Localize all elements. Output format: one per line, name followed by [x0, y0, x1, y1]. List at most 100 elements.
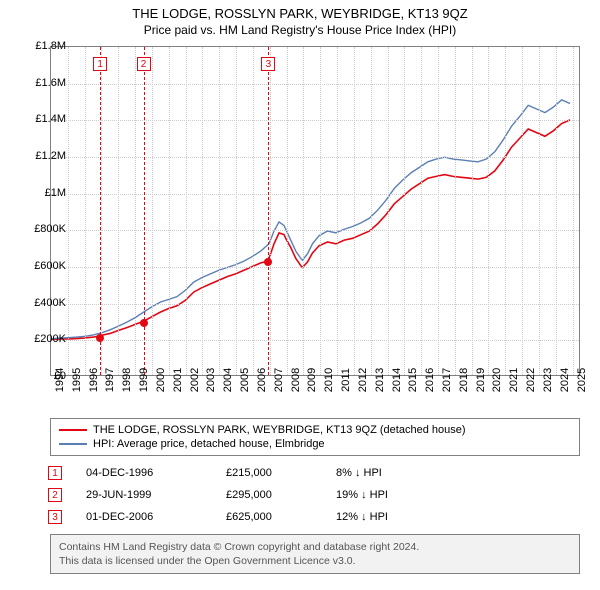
chart-lines-svg: [51, 47, 579, 375]
sale-marker-line: [100, 47, 101, 375]
gridline-v: [337, 47, 338, 375]
gridline-v: [186, 47, 187, 375]
x-tick-label: 2011: [340, 368, 352, 392]
footer-note: Contains HM Land Registry data © Crown c…: [50, 534, 580, 574]
x-tick-label: 2001: [172, 368, 184, 392]
legend-swatch: [59, 429, 87, 431]
gridline-v: [371, 47, 372, 375]
gridline-v: [320, 47, 321, 375]
x-tick-label: 1999: [138, 368, 150, 392]
legend-swatch: [59, 443, 87, 445]
x-tick-label: 2018: [458, 368, 470, 392]
gridline-v: [270, 47, 271, 375]
x-tick-label: 2022: [525, 368, 537, 392]
y-tick-label: £800K: [34, 223, 66, 235]
gridline-h: [51, 340, 579, 341]
y-tick-label: £600K: [34, 260, 66, 272]
y-tick-label: £1.2M: [35, 150, 66, 162]
chart-subtitle: Price paid vs. HM Land Registry's House …: [0, 21, 600, 41]
gridline-h: [51, 194, 579, 195]
gridline-v: [388, 47, 389, 375]
y-tick-label: £400K: [34, 297, 66, 309]
gridline-v: [421, 47, 422, 375]
gridline-v: [522, 47, 523, 375]
gridline-v: [219, 47, 220, 375]
gridline-v: [455, 47, 456, 375]
gridline-h: [51, 120, 579, 121]
y-tick-label: £1.8M: [35, 40, 66, 52]
x-tick-label: 2014: [391, 368, 403, 392]
sale-marker-box: 2: [137, 57, 151, 71]
legend-item: HPI: Average price, detached house, Elmb…: [59, 437, 571, 451]
gridline-v: [236, 47, 237, 375]
sale-marker-line: [268, 47, 269, 375]
chart-title: THE LODGE, ROSSLYN PARK, WEYBRIDGE, KT13…: [0, 0, 600, 21]
footer-line-2: This data is licensed under the Open Gov…: [59, 554, 571, 568]
sale-date: 29-JUN-1999: [86, 489, 226, 501]
sale-diff: 8% ↓ HPI: [336, 467, 456, 479]
x-tick-label: 2017: [441, 368, 453, 392]
sale-row: 1 04-DEC-1996£215,0008% ↓ HPI: [48, 462, 456, 484]
gridline-v: [68, 47, 69, 375]
x-tick-label: 1995: [71, 368, 83, 392]
plot-area: 1 2 3: [50, 46, 580, 376]
y-tick-label: £1.4M: [35, 113, 66, 125]
gridline-v: [202, 47, 203, 375]
x-tick-label: 2003: [205, 368, 217, 392]
gridline-h: [51, 304, 579, 305]
x-tick-label: 2008: [290, 368, 302, 392]
gridline-v: [404, 47, 405, 375]
y-tick-label: £1.6M: [35, 77, 66, 89]
gridline-h: [51, 84, 579, 85]
gridline-v: [505, 47, 506, 375]
sale-row: 229-JUN-1999£295,00019% ↓ HPI: [48, 484, 456, 506]
legend-item: THE LODGE, ROSSLYN PARK, WEYBRIDGE, KT13…: [59, 423, 571, 437]
x-tick-label: 2025: [576, 368, 588, 392]
legend: THE LODGE, ROSSLYN PARK, WEYBRIDGE, KT13…: [50, 418, 580, 456]
x-tick-label: 2013: [374, 368, 386, 392]
x-tick-label: 1997: [104, 368, 116, 392]
footer-line-1: Contains HM Land Registry data © Crown c…: [59, 540, 571, 554]
x-tick-label: 1996: [88, 368, 100, 392]
gridline-v: [253, 47, 254, 375]
sale-row: 301-DEC-2006£625,00012% ↓ HPI: [48, 506, 456, 528]
sale-price: £295,000: [226, 489, 336, 501]
sale-diff: 19% ↓ HPI: [336, 489, 456, 501]
x-tick-label: 2000: [155, 368, 167, 392]
gridline-h: [51, 230, 579, 231]
x-tick-label: 2015: [407, 368, 419, 392]
x-tick-label: 2006: [256, 368, 268, 392]
x-tick-label: 2016: [424, 368, 436, 392]
gridline-h: [51, 267, 579, 268]
x-tick-label: 1994: [54, 368, 66, 392]
gridline-v: [101, 47, 102, 375]
y-tick-label: £200K: [34, 333, 66, 345]
x-tick-label: 2009: [306, 368, 318, 392]
x-tick-label: 1998: [121, 368, 133, 392]
x-tick-label: 2019: [475, 368, 487, 392]
sale-marker-box: 1: [93, 57, 107, 71]
sale-date: 04-DEC-1996: [86, 467, 226, 479]
x-tick-label: 2004: [222, 368, 234, 392]
sale-marker-box: 3: [261, 57, 275, 71]
gridline-v: [573, 47, 574, 375]
gridline-v: [85, 47, 86, 375]
sale-date: 01-DEC-2006: [86, 511, 226, 523]
x-tick-label: 2021: [508, 368, 520, 392]
x-tick-label: 2002: [189, 368, 201, 392]
sale-price: £215,000: [226, 467, 336, 479]
gridline-v: [438, 47, 439, 375]
sale-row-marker: 1: [48, 466, 62, 480]
legend-label: THE LODGE, ROSSLYN PARK, WEYBRIDGE, KT13…: [93, 424, 466, 436]
gridline-v: [152, 47, 153, 375]
x-tick-label: 2010: [323, 368, 335, 392]
sale-row-marker: 3: [48, 510, 62, 524]
chart-container: THE LODGE, ROSSLYN PARK, WEYBRIDGE, KT13…: [0, 0, 600, 590]
gridline-v: [539, 47, 540, 375]
x-tick-label: 2020: [491, 368, 503, 392]
gridline-v: [556, 47, 557, 375]
gridline-v: [488, 47, 489, 375]
sale-marker-dot: [96, 334, 104, 342]
gridline-v: [354, 47, 355, 375]
sale-price: £625,000: [226, 511, 336, 523]
